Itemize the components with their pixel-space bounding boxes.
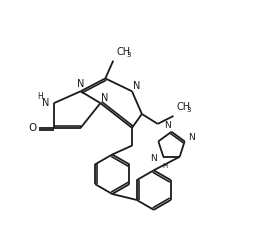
Text: H: H bbox=[163, 163, 168, 169]
Text: N: N bbox=[188, 133, 195, 142]
Text: CH: CH bbox=[116, 47, 130, 57]
Text: N: N bbox=[77, 79, 84, 89]
Text: CH: CH bbox=[176, 102, 191, 112]
Text: 3: 3 bbox=[186, 107, 191, 113]
Text: H: H bbox=[37, 92, 43, 101]
Text: N: N bbox=[150, 154, 157, 163]
Text: 3: 3 bbox=[126, 52, 131, 58]
Text: O: O bbox=[28, 123, 36, 133]
Text: N: N bbox=[43, 98, 50, 108]
Text: N: N bbox=[164, 121, 171, 130]
Text: N: N bbox=[101, 93, 108, 103]
Text: N: N bbox=[133, 81, 141, 91]
